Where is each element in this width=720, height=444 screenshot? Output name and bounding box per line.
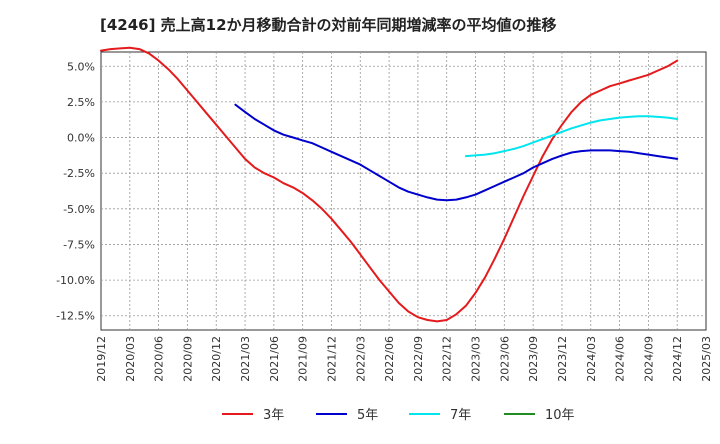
x-tick-label: 2022/06 [383,336,396,382]
x-tick-label: 2022/03 [354,336,367,382]
y-tick-label: -10.0% [56,274,95,287]
chart-title: [4246] 売上高12か月移動合計の対前年同期増減率の平均値の推移 [100,16,557,34]
y-tick-label: -7.5% [63,238,95,251]
x-tick-label: 2023/12 [556,336,569,382]
y-tick-label: 5.0% [67,60,95,73]
x-tick-label: 2023/09 [527,336,540,382]
x-tick-label: 2024/03 [585,336,598,382]
x-tick-label: 2024/06 [614,336,627,382]
legend-label: 3年 [263,408,284,423]
y-tick-label: 0.0% [67,132,95,145]
x-tick-label: 2024/12 [671,336,684,382]
series-line [100,46,679,323]
x-tick-label: 2023/06 [498,336,511,382]
x-tick-label: 2024/09 [642,336,655,382]
x-tick-label: 2020/09 [181,336,194,382]
series-line [464,115,679,158]
legend-item: 3年 [222,408,284,423]
x-tick-label: 2020/12 [210,336,223,382]
x-tick-label: 2019/12 [95,336,108,382]
y-tick-label: -5.0% [63,203,95,216]
y-tick-label: 2.5% [67,96,95,109]
x-tick-label: 2023/03 [470,336,483,382]
y-tick-label: -12.5% [56,310,95,323]
legend-item: 7年 [409,408,471,423]
x-tick-label: 2025/03 [700,336,713,382]
legend-label: 5年 [357,408,378,423]
x-tick-label: 2020/03 [124,336,137,382]
x-tick-label: 2021/03 [239,336,252,382]
y-tick-label: -2.5% [63,167,95,180]
plot-area [100,51,707,331]
x-tick-label: 2021/09 [297,336,310,382]
x-tick-label: 2021/12 [325,336,338,382]
legend-label: 10年 [545,408,575,423]
series-line [234,103,679,202]
x-tick-label: 2022/12 [441,336,454,382]
legend-label: 7年 [450,408,471,423]
x-tick-label: 2020/06 [153,336,166,382]
legend-item: 10年 [504,408,575,423]
x-tick-label: 2022/09 [412,336,425,382]
x-tick-label: 2021/06 [268,336,281,382]
legend-item: 5年 [316,408,378,423]
